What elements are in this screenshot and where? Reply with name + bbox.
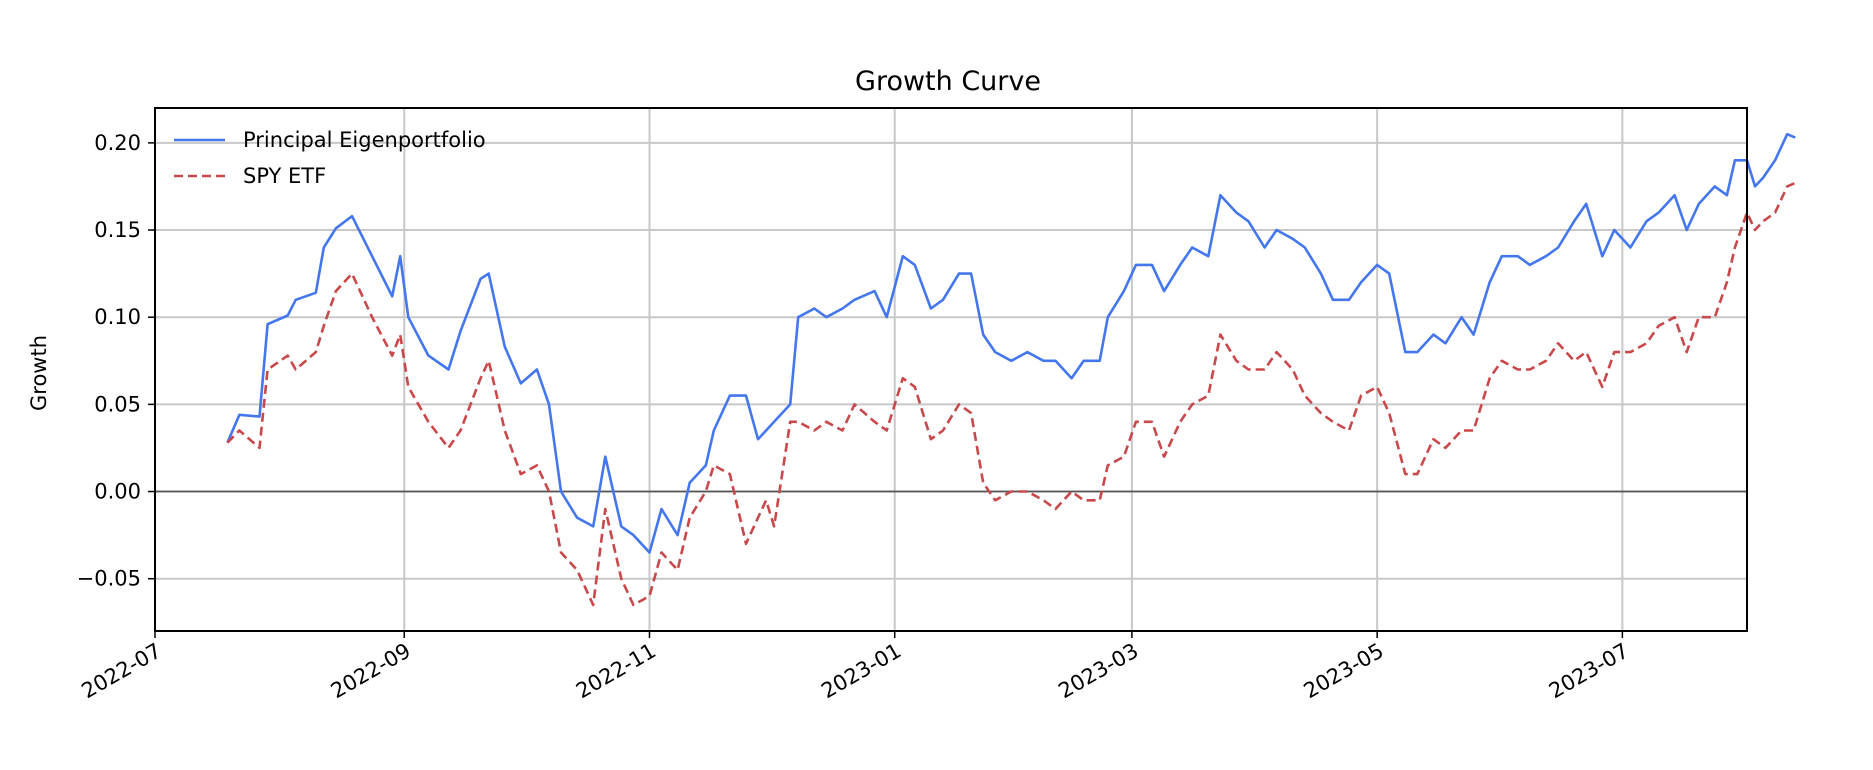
grid-layer: [154, 108, 1747, 631]
x-tick-label: 2023-03: [1054, 639, 1142, 704]
y-tick-label: 0.10: [94, 305, 141, 329]
y-tick-label: 0.05: [94, 392, 141, 416]
y-tick-label: 0.15: [94, 218, 141, 242]
legend-label: SPY ETF: [243, 164, 326, 188]
x-tick-label: 2022-09: [327, 639, 415, 704]
x-tick-label: 2023-07: [1545, 639, 1633, 704]
series-line-spy-etf: [226, 181, 1796, 607]
x-tick-label: 2023-05: [1300, 639, 1388, 704]
x-tick-label: 2022-07: [78, 639, 166, 704]
series-line-principal-eigenportfolio: [226, 132, 1796, 554]
chart-title: Growth Curve: [855, 66, 1041, 97]
y-tick-label: 0.20: [94, 131, 141, 155]
y-tick-label: 0.00: [94, 480, 141, 504]
legend-label: Principal Eigenportfolio: [243, 128, 486, 152]
y-tick-label: −0.05: [77, 567, 141, 591]
plot-frame: [154, 107, 1748, 632]
y-axis-label: Growth: [27, 335, 51, 411]
x-tick-label: 2022-11: [572, 639, 660, 704]
legend: Principal Eigenportfolio SPY ETF: [174, 128, 486, 188]
series-layer: [226, 132, 1796, 607]
x-tick-label: 2023-01: [817, 639, 905, 704]
tick-layer: −0.05 0.00 0.05 0.10 0.15 0.20 2022-07 2022-09 2…: [77, 131, 1633, 703]
